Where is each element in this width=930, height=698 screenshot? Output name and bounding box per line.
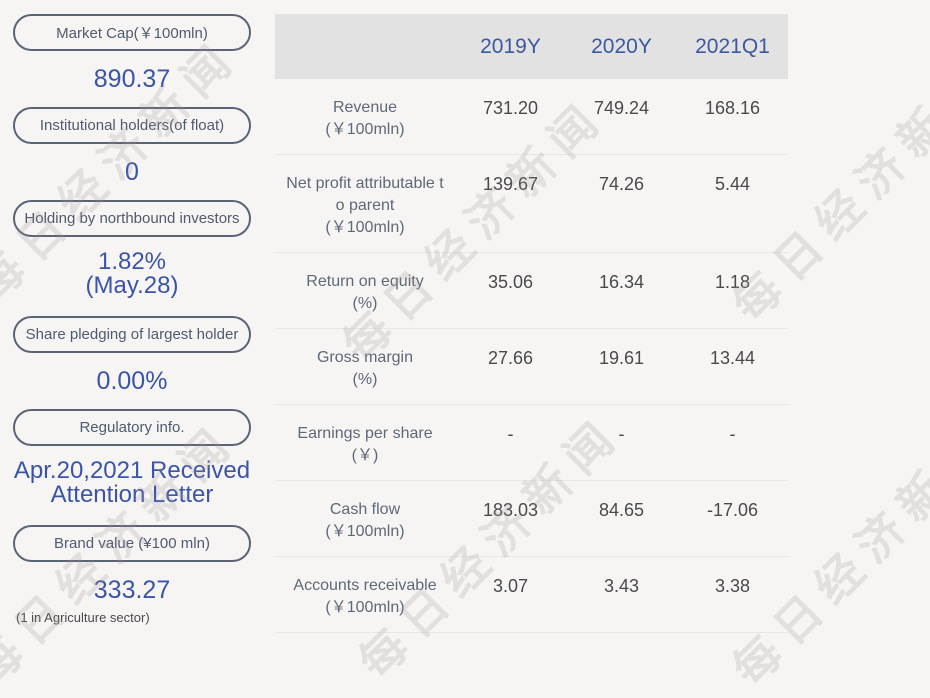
cell-gross-margin-2020: 19.61 (598, 348, 645, 368)
table-row-earnings-per-share: Earnings per share (￥) - - - (275, 405, 788, 481)
pill-regulatory-info-label: Regulatory info. (79, 419, 185, 436)
table-row-accounts-receivable: Accounts receivable (￥100mln) 3.07 3.43 … (275, 557, 788, 633)
pill-northbound-investors[interactable]: Holding by northbound investors (13, 200, 251, 237)
table-row-net-profit: Net profit attributable t o parent (￥100… (275, 155, 788, 253)
pill-northbound-investors-label: Holding by northbound investors (24, 210, 240, 227)
pill-brand-value-label: Brand value (¥100 mln) (54, 535, 210, 552)
value-brand-value: 333.27 (93, 576, 171, 604)
regulatory-line1: Apr.20,2021 Received (13, 457, 251, 484)
row-label-net-profit: Net profit attributable t o parent (￥100… (286, 175, 444, 236)
value-institutional-holders: 0 (125, 158, 139, 186)
cell-cash-flow-2021q1: -17.06 (706, 500, 759, 520)
cell-roe-2020: 16.34 (598, 272, 645, 292)
cell-cash-flow-2020: 84.65 (598, 500, 645, 520)
cell-revenue-2020: 749.24 (593, 98, 650, 118)
brand-value-rank-note: (1 in Agriculture sector) (16, 610, 150, 625)
cell-eps-2020: - (618, 424, 625, 444)
financial-table: 2019Y 2020Y 2021Q1 Revenue (￥100mln) 731… (275, 14, 788, 633)
cell-gross-margin-2019: 27.66 (487, 348, 534, 368)
col-header-2021q1: 2021Q1 (695, 34, 770, 58)
table-row-return-on-equity: Return on equity (%) 35.06 16.34 1.18 (275, 253, 788, 329)
cell-net-profit-2021q1: 5.44 (714, 174, 751, 194)
cell-net-profit-2019: 139.67 (482, 174, 539, 194)
cell-eps-2021q1: - (729, 424, 736, 444)
row-label-revenue: Revenue (￥100mln) (325, 99, 405, 138)
pill-institutional-holders-label: Institutional holders(of float) (39, 117, 225, 134)
cell-net-profit-2020: 74.26 (598, 174, 645, 194)
northbound-percentage: 1.82% (97, 248, 167, 275)
value-northbound-investors: 1.82% (May.28) (0, 250, 264, 298)
cell-accounts-receivable-2021q1: 3.38 (714, 576, 751, 596)
pill-market-cap[interactable]: Market Cap(￥100mln) (13, 14, 251, 51)
table-row-cash-flow: Cash flow (￥100mln) 183.03 84.65 -17.06 (275, 481, 788, 557)
col-header-2020y: 2020Y (591, 34, 652, 58)
pill-share-pledging[interactable]: Share pledging of largest holder (13, 316, 251, 353)
regulatory-line2: Attention Letter (50, 481, 214, 508)
row-label-earnings-per-share: Earnings per share (￥) (297, 425, 433, 464)
cell-accounts-receivable-2020: 3.43 (603, 576, 640, 596)
cell-eps-2019: - (507, 424, 514, 444)
table-header-row: 2019Y 2020Y 2021Q1 (275, 14, 788, 79)
cell-accounts-receivable-2019: 3.07 (492, 576, 529, 596)
row-label-cash-flow: Cash flow (￥100mln) (325, 501, 405, 540)
row-label-accounts-receivable: Accounts receivable (￥100mln) (293, 577, 437, 616)
row-label-return-on-equity: Return on equity (%) (306, 273, 424, 312)
cell-revenue-2019: 731.20 (482, 98, 539, 118)
value-market-cap: 890.37 (93, 65, 171, 93)
cell-roe-2019: 35.06 (487, 272, 534, 292)
table-row-gross-margin: Gross margin (%) 27.66 19.61 13.44 (275, 329, 788, 405)
cell-revenue-2021q1: 168.16 (704, 98, 761, 118)
pill-institutional-holders[interactable]: Institutional holders(of float) (13, 107, 251, 144)
pill-brand-value[interactable]: Brand value (¥100 mln) (13, 525, 251, 562)
cell-cash-flow-2019: 183.03 (482, 500, 539, 520)
sidebar: Market Cap(￥100mln) 890.37 Institutional… (0, 0, 264, 625)
pill-share-pledging-label: Share pledging of largest holder (25, 326, 239, 343)
cell-gross-margin-2021q1: 13.44 (709, 348, 756, 368)
pill-market-cap-label: Market Cap(￥100mln) (56, 25, 208, 42)
pill-regulatory-info[interactable]: Regulatory info. (13, 409, 251, 446)
northbound-date: (May.28) (85, 272, 179, 299)
col-header-2019y: 2019Y (480, 34, 541, 58)
value-regulatory-info: Apr.20,2021 Received Attention Letter (0, 459, 264, 507)
table-row-revenue: Revenue (￥100mln) 731.20 749.24 168.16 (275, 79, 788, 155)
value-share-pledging: 0.00% (96, 367, 168, 395)
cell-roe-2021q1: 1.18 (714, 272, 751, 292)
row-label-gross-margin: Gross margin (%) (316, 349, 414, 388)
